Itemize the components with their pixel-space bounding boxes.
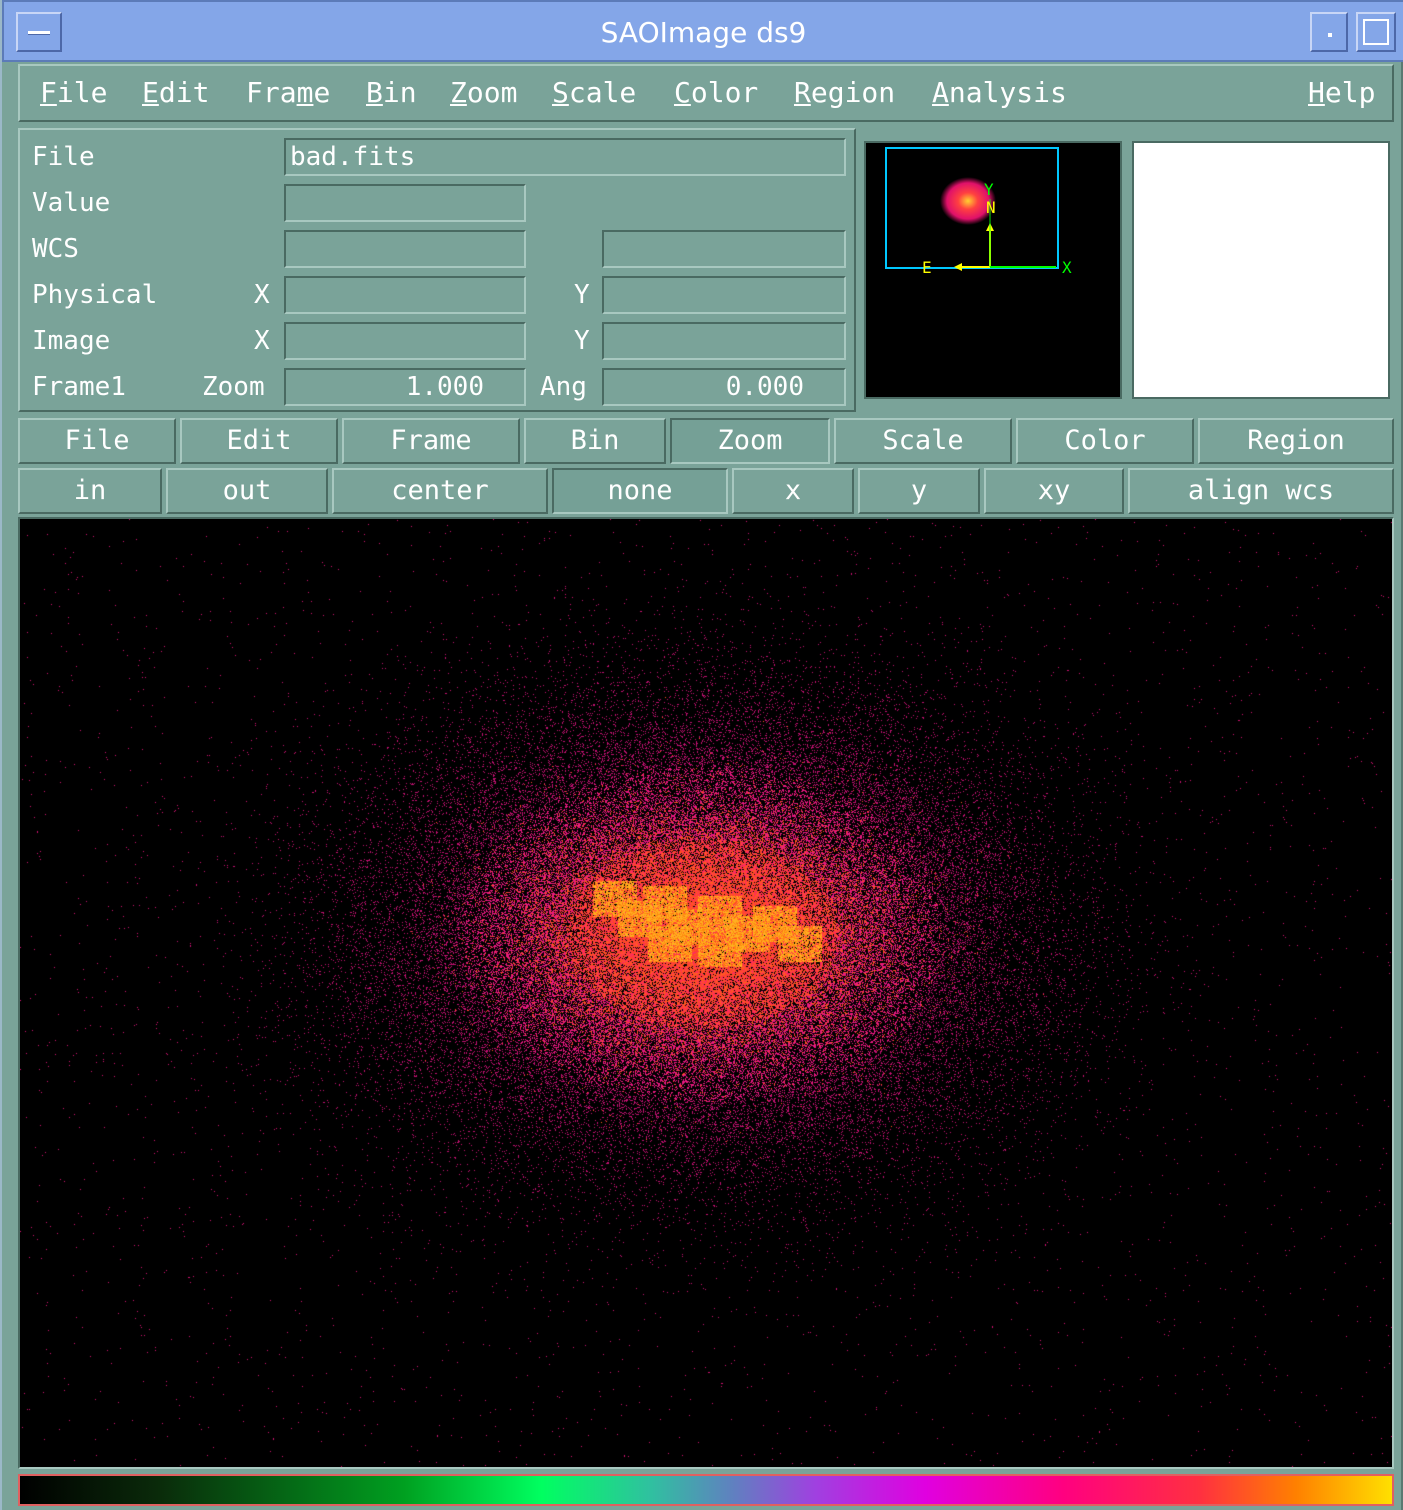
file-label: File (32, 142, 95, 172)
menu-zoom[interactable]: Zoom (450, 76, 518, 109)
wcs-label: WCS (32, 234, 79, 264)
zoom-label: Zoom (202, 372, 265, 402)
image-y-field (602, 322, 846, 360)
align-wcs-button[interactable]: align wcs (1128, 468, 1394, 514)
frame-label: Frame1 (32, 372, 126, 402)
menu-help[interactable]: Help (1308, 76, 1376, 109)
zoom-in-button[interactable]: in (18, 468, 162, 514)
menu-region[interactable]: Region (794, 76, 896, 109)
main-button-bar: File Edit Frame Bin Zoom Scale Color Reg… (18, 418, 1394, 466)
image-label: Image (32, 326, 111, 356)
button-bin[interactable]: Bin (524, 418, 666, 464)
ang-label: Ang (540, 372, 587, 402)
physical-label: Physical (32, 280, 158, 310)
physical-x-label: X (254, 280, 270, 310)
minimize-button[interactable] (1310, 12, 1348, 52)
button-edit[interactable]: Edit (180, 418, 338, 464)
orient-xy-button[interactable]: xy (984, 468, 1124, 514)
magnifier-view (1132, 141, 1390, 399)
physical-x-field (284, 276, 526, 314)
panner-source-blob (940, 177, 996, 225)
panner-view[interactable]: N E X Y (864, 141, 1122, 399)
value-label: Value (32, 188, 111, 218)
compass-y-label: Y (984, 180, 994, 199)
physical-y-field (602, 276, 846, 314)
wcs-field-1 (284, 230, 526, 268)
image-display[interactable] (18, 517, 1394, 1469)
window-menu-button[interactable] (16, 12, 62, 52)
zoom-button-bar: in out center none x y xy align wcs (18, 468, 1394, 516)
orient-none-button[interactable]: none (552, 468, 728, 514)
compass-e-arrowhead (954, 263, 962, 271)
orient-x-button[interactable]: x (732, 468, 854, 514)
image-y-label: Y (574, 326, 590, 356)
button-scale[interactable]: Scale (834, 418, 1012, 464)
menu-scale[interactable]: Scale (552, 76, 637, 109)
menu-analysis[interactable]: Analysis (932, 76, 1067, 109)
zoom-out-button[interactable]: out (166, 468, 328, 514)
maximize-button[interactable] (1356, 12, 1396, 52)
zoom-field: 1.000 (284, 368, 526, 406)
compass-x-label: X (1062, 258, 1072, 277)
button-frame[interactable]: Frame (342, 418, 520, 464)
physical-y-label: Y (574, 280, 590, 310)
compass-n-label: N (986, 198, 996, 217)
button-zoom[interactable]: Zoom (670, 418, 830, 464)
zoom-center-button[interactable]: center (332, 468, 548, 514)
image-x-field (284, 322, 526, 360)
menu-color[interactable]: Color (674, 76, 759, 109)
title-bar[interactable]: SAOImage ds9 (2, 0, 1403, 62)
file-value: bad.fits (284, 138, 846, 176)
button-region[interactable]: Region (1198, 418, 1394, 464)
menu-frame[interactable]: Frame (246, 76, 331, 109)
info-panel: File bad.fits Value WCS Physical X Y Ima… (18, 128, 856, 412)
value-field (284, 184, 526, 222)
menu-file[interactable]: File (40, 76, 108, 109)
image-x-label: X (254, 326, 270, 356)
orient-y-button[interactable]: y (858, 468, 980, 514)
ang-field: 0.000 (602, 368, 846, 406)
wcs-field-2 (602, 230, 846, 268)
window-title: SAOImage ds9 (600, 16, 807, 49)
panner-image: N E X Y (885, 147, 1072, 277)
colorbar[interactable] (18, 1474, 1394, 1506)
compass-e-label: E (922, 258, 932, 277)
menu-bin[interactable]: Bin (366, 76, 417, 109)
menu-edit[interactable]: Edit (142, 76, 210, 109)
button-file[interactable]: File (18, 418, 176, 464)
image-canvas[interactable] (20, 519, 1392, 1467)
menu-bar: File Edit Frame Bin Zoom Scale Color Reg… (18, 64, 1394, 122)
button-color[interactable]: Color (1016, 418, 1194, 464)
